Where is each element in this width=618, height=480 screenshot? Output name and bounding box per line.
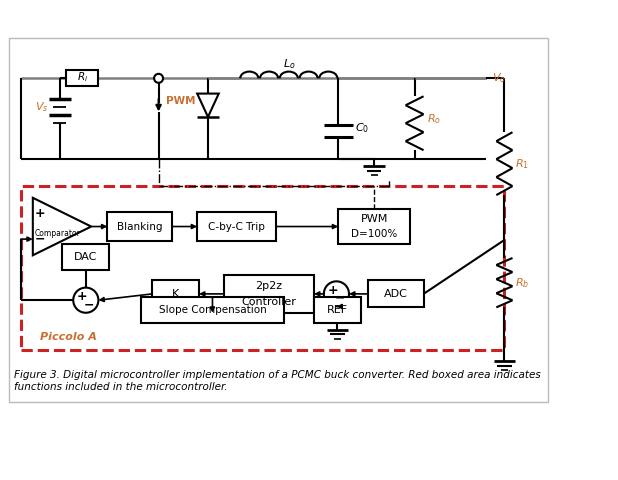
Bar — [62, 244, 109, 270]
Polygon shape — [197, 94, 219, 117]
Bar — [338, 209, 410, 244]
Text: −: − — [335, 292, 345, 305]
Text: Piccolo A: Piccolo A — [40, 332, 97, 342]
Text: Comparator: Comparator — [35, 229, 80, 238]
Text: $R_1$: $R_1$ — [515, 157, 530, 170]
Text: REF: REF — [327, 305, 348, 315]
Text: Blanking: Blanking — [117, 222, 163, 231]
Bar — [152, 280, 199, 307]
Text: Controller: Controller — [242, 297, 297, 307]
Circle shape — [324, 281, 349, 306]
Text: PWM: PWM — [166, 96, 196, 106]
Bar — [197, 212, 276, 241]
Text: $R_o$: $R_o$ — [427, 112, 441, 126]
Bar — [21, 186, 504, 349]
Text: $V_s$: $V_s$ — [35, 100, 49, 114]
Text: PWM: PWM — [360, 215, 388, 224]
Bar — [224, 275, 314, 313]
Polygon shape — [33, 198, 91, 255]
Text: −: − — [35, 233, 45, 246]
Bar — [9, 38, 548, 402]
Circle shape — [154, 74, 163, 83]
Bar — [108, 212, 172, 241]
Text: +: + — [77, 290, 88, 303]
Text: $V_o$: $V_o$ — [492, 72, 506, 85]
Text: D=100%: D=100% — [351, 228, 397, 239]
Text: Slope Compensation: Slope Compensation — [159, 305, 266, 315]
Text: ADC: ADC — [384, 289, 408, 299]
Text: +: + — [328, 284, 338, 297]
Text: $R_i$: $R_i$ — [77, 71, 88, 84]
Bar — [141, 298, 284, 323]
Text: K: K — [172, 289, 179, 299]
Bar — [368, 280, 423, 307]
Text: +: + — [35, 207, 45, 220]
Text: DAC: DAC — [74, 252, 98, 262]
Text: 2p2z: 2p2z — [255, 281, 282, 291]
Circle shape — [74, 288, 98, 313]
Text: C-by-C Trip: C-by-C Trip — [208, 222, 265, 231]
Text: Figure 3. Digital microcontroller implementation of a PCMC buck converter. Red b: Figure 3. Digital microcontroller implem… — [14, 370, 541, 392]
Text: $L_o$: $L_o$ — [282, 57, 295, 71]
Bar — [66, 70, 98, 86]
Text: −: − — [84, 298, 95, 311]
Text: $R_b$: $R_b$ — [515, 276, 530, 289]
Bar — [314, 298, 361, 323]
Text: $C_0$: $C_0$ — [355, 121, 369, 134]
